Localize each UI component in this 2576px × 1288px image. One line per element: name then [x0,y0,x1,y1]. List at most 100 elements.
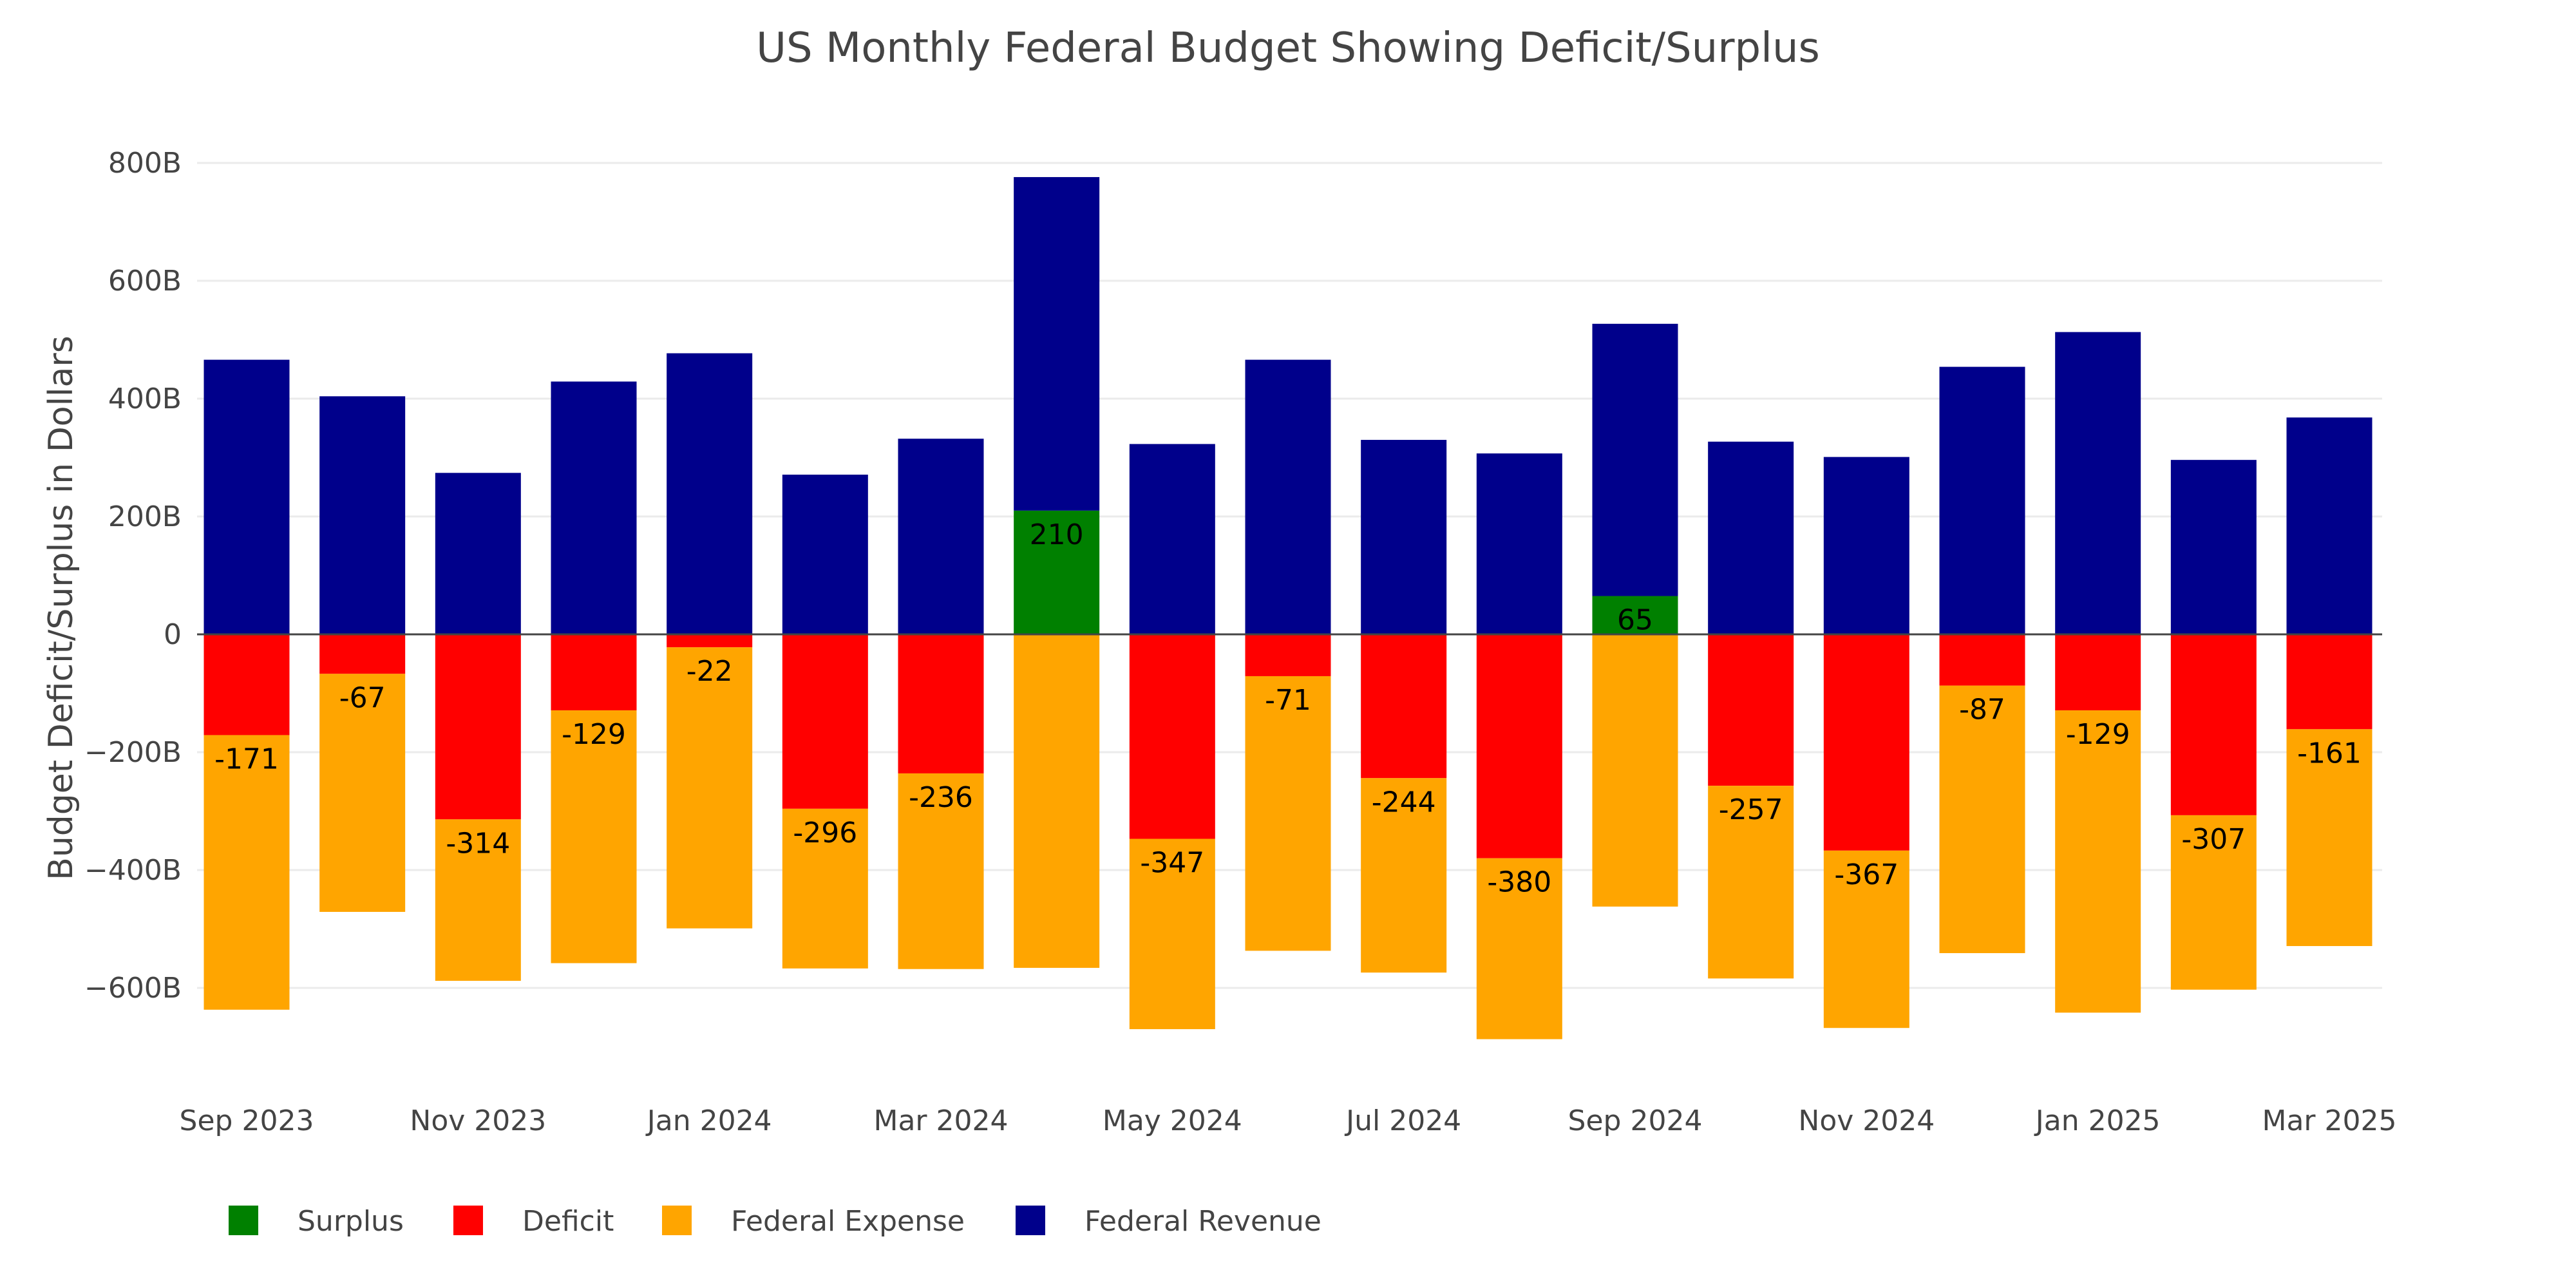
legend-label: Deficit [522,1205,614,1238]
deficit-bar [1129,634,1215,839]
revenue-bar [1129,444,1215,634]
expense-bar [1592,634,1678,907]
legend-swatch-surplus [229,1206,258,1235]
revenue-bar [2170,460,2257,634]
revenue-bar [204,359,290,634]
deficit-bar [2055,634,2141,711]
deficit-bar [319,634,406,674]
data-label: -307 [2181,823,2246,856]
legend-label: Surplus [298,1205,404,1238]
x-tick-label: Jan 2024 [645,1104,772,1137]
legend-label: Federal Expense [731,1205,965,1238]
expense-bar [2055,710,2141,1013]
expense-bar [667,647,753,929]
expense-bar [1361,778,1447,973]
revenue-bar [435,473,521,634]
x-tick-label: Mar 2024 [874,1104,1009,1137]
y-tick-label: 400B [108,383,182,415]
revenue-bar [551,381,637,634]
data-label: -347 [1140,847,1204,880]
y-tick-label: 800B [108,147,182,180]
deficit-bar [2286,634,2372,730]
data-label: -236 [909,781,973,814]
x-tick-label: Mar 2025 [2262,1104,2397,1137]
y-tick-label: 200B [108,500,182,533]
x-tick-label: May 2024 [1103,1104,1242,1137]
expense-bar [782,808,868,969]
revenue-bar [1245,359,1331,634]
x-tick-label: Sep 2024 [1568,1104,1703,1137]
data-label: -22 [687,655,733,688]
expense-bar [1939,685,2025,954]
deficit-bar [1823,634,1909,851]
deficit-bar [551,634,637,711]
revenue-bar [1708,441,1794,634]
deficit-bar [1708,634,1794,786]
data-labels: -171 -67 -314 -129 -22 -296 -236 210 -347 -71 -244… [214,518,2362,899]
x-tick-label: Jan 2025 [2034,1104,2161,1137]
y-tick-label: −200B [84,736,182,769]
y-tick-label: 0 [164,618,182,651]
expense-bar [551,710,637,963]
expense-bar [1014,634,1100,968]
legend-swatch-federal-revenue [1016,1206,1045,1235]
expense-bar [1476,858,1562,1039]
data-label: -171 [214,743,279,775]
deficit-bar [1361,634,1447,779]
revenue-bar [2286,417,2372,634]
y-axis-title: Budget Deficit/Surplus in Dollars [42,336,80,880]
data-label: -129 [562,718,626,751]
y-axis-ticks: 800B 600B 400B 200B 0 −200B −400B −600B [84,147,182,1005]
revenue-bar [1014,176,1100,511]
data-label: -87 [1959,694,2005,726]
deficit-bar [782,634,868,809]
data-label: -129 [2066,718,2130,751]
expense-bar [319,674,406,912]
legend-label: Federal Revenue [1084,1205,1321,1238]
revenue-bar [667,353,753,634]
data-label: -257 [1719,793,1783,826]
data-label: -380 [1487,866,1551,899]
revenue-bar [898,439,984,634]
revenue-bar [1592,323,1678,596]
data-label: -67 [339,681,386,714]
deficit-bar [667,634,753,648]
data-label: -71 [1265,684,1311,717]
revenue-bar [1939,366,2025,634]
expense-bar [2286,729,2372,947]
legend-swatch-deficit [453,1206,483,1235]
data-label: -244 [1372,786,1436,819]
legend-swatch-federal-expense [662,1206,692,1235]
data-label: 65 [1617,604,1653,637]
expense-bar [2170,815,2257,990]
revenue-bar [1361,440,1447,634]
deficit-bar [1476,634,1562,858]
deficit-bar [435,634,521,820]
chart-title: US Monthly Federal Budget Showing Defici… [756,24,1820,72]
deficit-bar [1245,634,1331,676]
surplus-bar [1014,510,1100,634]
expense-bar [1708,786,1794,979]
deficit-bar [204,634,290,735]
data-label: -314 [446,827,510,860]
bars [204,176,2372,1039]
revenue-bar [1823,457,1909,634]
data-label: -367 [1834,858,1899,891]
expense-bar [1129,838,1215,1030]
expense-bar [898,773,984,969]
revenue-bar [1476,453,1562,634]
deficit-bar [2170,634,2257,815]
expense-bar [204,735,290,1010]
deficit-bar [1939,634,2025,686]
x-tick-label: Jul 2024 [1344,1104,1461,1137]
data-label: 210 [1030,518,1084,551]
surplus-bar [1592,596,1678,634]
expense-bar [1245,676,1331,951]
deficit-bar [898,634,984,773]
x-tick-label: Nov 2024 [1798,1104,1935,1137]
expense-bar [1823,850,1909,1028]
legend: Surplus Deficit Federal Expense Federal Rev… [229,1205,1321,1238]
y-tick-label: −400B [84,854,182,887]
x-tick-label: Sep 2023 [180,1104,314,1137]
